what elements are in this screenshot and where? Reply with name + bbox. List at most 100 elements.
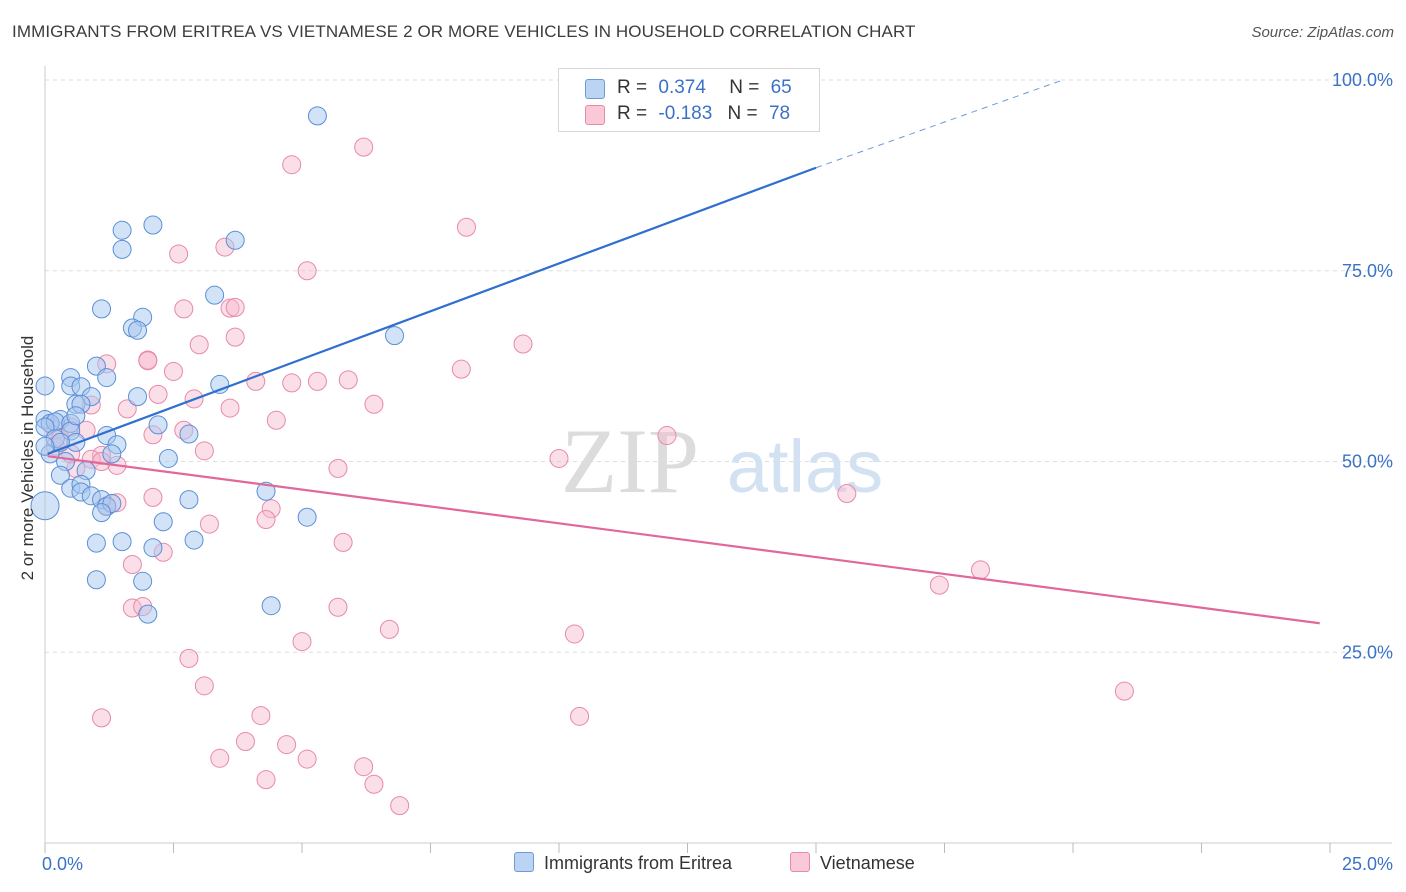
eritrea-r-label: R = bbox=[617, 77, 648, 98]
eritrea-swatch bbox=[585, 79, 605, 99]
legend-eritrea-swatch bbox=[514, 852, 534, 872]
vietnamese-point bbox=[379, 619, 399, 639]
vietnamese-point bbox=[194, 676, 214, 696]
vietnamese-point bbox=[307, 371, 327, 391]
vietnamese-point bbox=[199, 514, 219, 534]
vietnamese-point bbox=[549, 448, 569, 468]
vietnamese-point bbox=[225, 297, 245, 317]
legend-eritrea-label: Immigrants from Eritrea bbox=[544, 853, 733, 873]
vietnamese-point bbox=[225, 327, 245, 347]
watermark-zip: ZIP bbox=[561, 410, 699, 512]
eritrea-point bbox=[50, 465, 70, 485]
vietnamese-point bbox=[390, 796, 410, 816]
eritrea-point bbox=[179, 490, 199, 510]
vietnamese-point bbox=[169, 244, 189, 264]
vietnamese-point bbox=[328, 597, 348, 617]
vietnamese-point bbox=[292, 632, 312, 652]
vietnamese-point bbox=[970, 560, 990, 580]
eritrea-point bbox=[179, 424, 199, 444]
eritrea-point bbox=[97, 368, 117, 388]
vietnamese-r-label: R = bbox=[617, 103, 648, 124]
vietnamese-point bbox=[256, 770, 276, 790]
y-tick-label: 100.0% bbox=[1332, 70, 1393, 90]
legend-item-eritrea: Immigrants from Eritrea bbox=[514, 852, 732, 874]
vietnamese-point bbox=[570, 706, 590, 726]
vietnamese-point bbox=[256, 509, 276, 529]
vietnamese-point bbox=[179, 648, 199, 668]
tick-labels: 25.0% 50.0% 75.0% 100.0% 0.0% 25.0% bbox=[42, 70, 1393, 874]
vietnamese-point bbox=[297, 261, 317, 281]
vietnamese-point bbox=[338, 370, 358, 390]
x-tick-label: 0.0% bbox=[42, 854, 83, 874]
eritrea-point bbox=[256, 481, 276, 501]
vietnamese-point bbox=[929, 575, 949, 595]
watermark-atlas: atlas bbox=[727, 425, 883, 508]
vietnamese-swatch bbox=[585, 105, 605, 125]
eritrea-point bbox=[307, 106, 327, 126]
vietnamese-point bbox=[194, 441, 214, 461]
eritrea-point bbox=[30, 491, 60, 521]
vietnamese-point bbox=[1114, 681, 1134, 701]
vietnamese-point bbox=[657, 426, 677, 446]
eritrea-point bbox=[133, 571, 153, 591]
vietnamese-point bbox=[364, 774, 384, 794]
eritrea-point bbox=[261, 596, 281, 616]
y-axis-title: 2 or more Vehicles in Household bbox=[18, 335, 37, 581]
vietnamese-point bbox=[266, 410, 286, 430]
eritrea-point bbox=[35, 436, 55, 456]
vietnamese-point bbox=[261, 499, 281, 519]
vietnamese-point bbox=[174, 299, 194, 319]
vietnamese-r-value: -0.183 bbox=[658, 103, 713, 124]
eritrea-points bbox=[30, 106, 405, 624]
eritrea-point bbox=[112, 220, 132, 240]
eritrea-r-value: 0.374 bbox=[658, 77, 706, 98]
eritrea-point bbox=[153, 512, 173, 532]
vietnamese-point bbox=[354, 137, 374, 157]
eritrea-n-value: 65 bbox=[770, 77, 792, 98]
vietnamese-point bbox=[117, 399, 137, 419]
x-tick-label: 25.0% bbox=[1342, 854, 1393, 874]
eritrea-point bbox=[385, 326, 405, 346]
y-tick-label: 25.0% bbox=[1342, 642, 1393, 662]
legend-item-vietnamese: Vietnamese bbox=[790, 852, 915, 874]
eritrea-point bbox=[158, 448, 178, 468]
vietnamese-point bbox=[189, 335, 209, 355]
vietnamese-point bbox=[513, 334, 533, 354]
eritrea-point bbox=[184, 530, 204, 550]
vietnamese-point bbox=[451, 359, 471, 379]
trend-lines bbox=[47, 79, 1320, 625]
y-tick-label: 50.0% bbox=[1342, 452, 1393, 472]
eritrea-point bbox=[225, 230, 245, 250]
vietnamese-point bbox=[456, 217, 476, 237]
vietnamese-point bbox=[164, 361, 183, 381]
eritrea-trend-line bbox=[47, 166, 817, 455]
vietnamese-point bbox=[148, 384, 168, 404]
watermark: ZIP atlas bbox=[561, 410, 883, 512]
vietnamese-point bbox=[354, 757, 374, 777]
vietnamese-point bbox=[837, 484, 857, 504]
eritrea-point bbox=[205, 285, 225, 305]
vietnamese-point bbox=[220, 298, 240, 318]
vietnamese-point bbox=[143, 487, 163, 507]
eritrea-point bbox=[66, 406, 86, 426]
vietnamese-n-label: N = bbox=[727, 103, 758, 124]
vietnamese-point bbox=[235, 732, 255, 752]
vietnamese-point bbox=[333, 532, 353, 552]
gridlines bbox=[45, 79, 1392, 653]
eritrea-point bbox=[128, 387, 148, 407]
eritrea-n-label: N = bbox=[729, 77, 760, 98]
eritrea-point bbox=[143, 215, 163, 235]
y-tick-label: 75.0% bbox=[1342, 261, 1393, 281]
vietnamese-point bbox=[364, 394, 384, 414]
legend-vietnamese-swatch bbox=[790, 852, 810, 872]
eritrea-point bbox=[112, 532, 132, 552]
eritrea-point bbox=[92, 299, 112, 319]
vietnamese-point bbox=[297, 749, 317, 769]
vietnamese-point bbox=[564, 624, 584, 644]
source-label: Source: ZipAtlas.com bbox=[1251, 24, 1394, 41]
chart-title: IMMIGRANTS FROM ERITREA VS VIETNAMESE 2 … bbox=[12, 22, 916, 41]
vietnamese-point bbox=[282, 155, 302, 175]
legend-vietnamese-label: Vietnamese bbox=[820, 853, 915, 873]
vietnamese-point bbox=[92, 708, 112, 728]
